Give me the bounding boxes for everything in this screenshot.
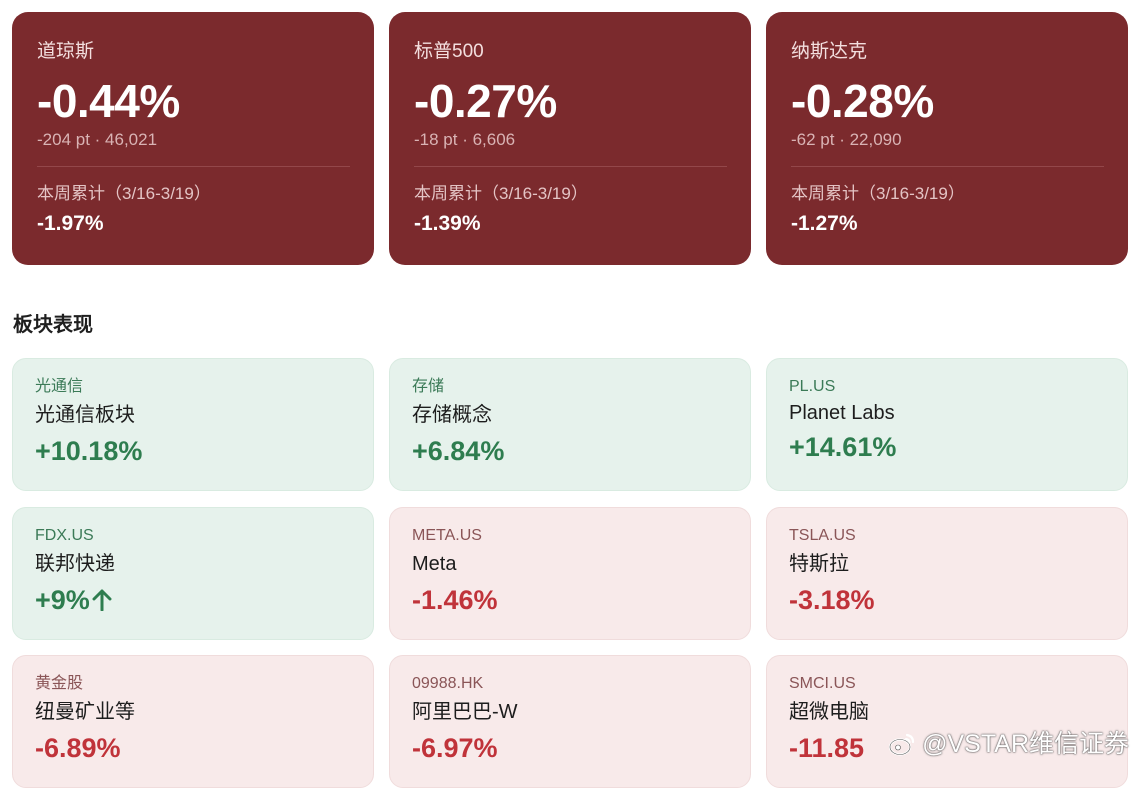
- sector-change-value: +9%: [35, 585, 90, 615]
- sector-name: Meta: [412, 553, 457, 575]
- sector-code: META.US: [412, 527, 482, 544]
- sector-name: Planet Labs: [789, 402, 895, 424]
- sector-card[interactable]: META.US Meta -1.46%: [389, 507, 751, 640]
- sector-change: -11.85: [789, 733, 865, 763]
- index-card-dow[interactable]: 道琼斯 -0.44% -204 pt · 46,021 本周累计（3/16-3/…: [12, 12, 374, 265]
- sector-change: +6.84%: [412, 436, 505, 466]
- divider: [37, 166, 350, 167]
- sector-change: -6.89%: [35, 733, 121, 763]
- sector-name: 阿里巴巴-W: [412, 701, 518, 723]
- week-label: 本周累计（3/16-3/19）: [791, 184, 965, 203]
- sector-code: FDX.US: [35, 527, 94, 544]
- sector-change: +9%: [35, 584, 351, 616]
- section-title: 板块表现: [13, 314, 93, 336]
- index-name: 道琼斯: [37, 41, 95, 62]
- sector-code: 存储: [412, 378, 445, 395]
- sector-change: +10.18%: [35, 436, 143, 466]
- sector-card[interactable]: SMCI.US 超微电脑 -11.85: [766, 655, 1128, 788]
- sector-card[interactable]: 存储 存储概念 +6.84%: [389, 358, 751, 491]
- watermark: @VSTAR维信证券: [888, 727, 1129, 761]
- divider: [414, 166, 727, 167]
- sector-card[interactable]: 09988.HK 阿里巴巴-W -6.97%: [389, 655, 751, 788]
- week-value: -1.39%: [414, 212, 481, 235]
- week-label: 本周累计（3/16-3/19）: [414, 184, 588, 203]
- sector-change: -3.18%: [789, 585, 875, 615]
- index-change: -0.44%: [37, 75, 180, 127]
- sector-name: 光通信板块: [35, 404, 135, 426]
- sector-name: 存储概念: [412, 404, 492, 426]
- index-detail: -204 pt · 46,021: [37, 130, 158, 149]
- sector-name: 超微电脑: [789, 701, 869, 723]
- weibo-logo-icon: [889, 733, 915, 756]
- week-value: -1.27%: [791, 212, 858, 235]
- sector-change: +14.61%: [789, 432, 897, 462]
- index-detail: -18 pt · 6,606: [414, 130, 516, 149]
- index-name: 纳斯达克: [791, 41, 868, 62]
- week-label: 本周累计（3/16-3/19）: [37, 184, 211, 203]
- sector-change: -6.97%: [412, 733, 498, 763]
- sector-name: 特斯拉: [789, 553, 849, 575]
- sector-code: TSLA.US: [789, 527, 856, 544]
- sector-card[interactable]: TSLA.US 特斯拉 -3.18%: [766, 507, 1128, 640]
- index-detail: -62 pt · 22,090: [791, 130, 902, 149]
- sector-card[interactable]: FDX.US 联邦快递 +9%: [12, 507, 374, 640]
- sector-code: SMCI.US: [789, 675, 856, 692]
- sector-card[interactable]: 黄金股 纽曼矿业等 -6.89%: [12, 655, 374, 788]
- arrow-up-icon: [92, 589, 112, 611]
- divider: [791, 166, 1104, 167]
- sector-card[interactable]: 光通信 光通信板块 +10.18%: [12, 358, 374, 491]
- sector-change: -1.46%: [412, 585, 498, 615]
- index-change: -0.27%: [414, 75, 557, 127]
- watermark-text: @VSTAR维信证券: [922, 730, 1129, 758]
- index-card-nasdaq[interactable]: 纳斯达克 -0.28% -62 pt · 22,090 本周累计（3/16-3/…: [766, 12, 1128, 265]
- sector-code: PL.US: [789, 378, 836, 395]
- index-card-sp500[interactable]: 标普500 -0.27% -18 pt · 6,606 本周累计（3/16-3/…: [389, 12, 751, 265]
- sector-code: 光通信: [35, 378, 84, 395]
- sector-code: 09988.HK: [412, 675, 484, 692]
- index-name: 标普500: [414, 41, 484, 62]
- sector-name: 联邦快递: [35, 553, 115, 575]
- sector-name: 纽曼矿业等: [35, 701, 135, 723]
- index-change: -0.28%: [791, 75, 934, 127]
- week-value: -1.97%: [37, 212, 104, 235]
- sector-code: 黄金股: [35, 675, 84, 692]
- sector-card[interactable]: PL.US Planet Labs +14.61%: [766, 358, 1128, 491]
